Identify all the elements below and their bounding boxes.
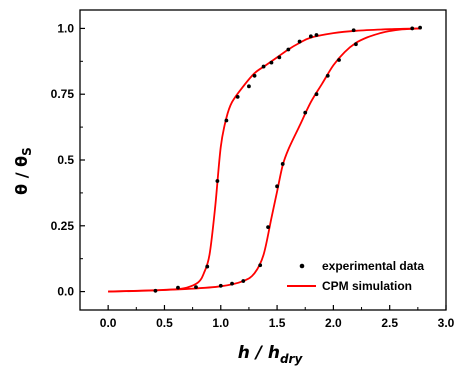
data-point <box>418 25 422 30</box>
data-point <box>351 28 356 33</box>
y-axis-title-denominator: θ <box>12 156 31 167</box>
data-point <box>308 34 313 39</box>
data-point <box>215 179 220 183</box>
legend-marker-experimental <box>299 263 305 269</box>
y-tick-label: 1.0 <box>57 21 74 35</box>
x-tick-label: 1.0 <box>212 316 229 330</box>
data-point <box>218 283 223 288</box>
data-point <box>410 26 415 31</box>
data-point <box>235 94 240 99</box>
x-axis-title-denominator: h <box>268 343 280 363</box>
data-point <box>230 281 234 286</box>
y-tick-label: 0.5 <box>57 153 74 167</box>
data-point <box>205 264 210 269</box>
data-point <box>241 279 246 283</box>
y-tick-label: 0.25 <box>51 219 75 233</box>
x-tick-label: 2.0 <box>325 316 342 330</box>
data-point <box>266 225 270 230</box>
x-axis-title-numerator: h <box>238 343 250 363</box>
data-point <box>261 64 266 69</box>
data-point <box>194 285 198 290</box>
data-point <box>280 162 285 166</box>
x-tick-label: 0.5 <box>156 316 173 330</box>
data-point <box>297 39 302 44</box>
data-point <box>314 33 319 37</box>
x-tick-label: 0.0 <box>100 316 117 330</box>
x-axis-title-subscript: dry <box>280 352 304 366</box>
data-point <box>247 84 251 89</box>
legend: experimental data CPM simulation <box>287 259 424 293</box>
data-point <box>303 110 308 115</box>
x-tick-label: 3.0 <box>438 316 455 330</box>
data-point <box>275 184 279 189</box>
data-point <box>314 92 319 97</box>
data-point <box>354 42 358 47</box>
y-axis-title-separator: / <box>12 167 31 184</box>
data-point <box>269 60 274 65</box>
y-tick-label: 0.75 <box>51 87 75 101</box>
data-point <box>176 285 180 290</box>
y-tick-label: 0.0 <box>57 285 74 299</box>
x-axis-title-separator: / <box>250 343 268 363</box>
data-point <box>224 118 229 123</box>
simulation-curve-left <box>108 27 422 293</box>
data-point <box>337 58 341 62</box>
legend-label-simulation: CPM simulation <box>322 279 412 293</box>
data-point <box>325 73 330 78</box>
data-point <box>153 288 158 293</box>
experimental-points <box>153 25 422 293</box>
y-axis-title-subscript: S <box>20 147 34 156</box>
axis-tick-labels: 0.0 0.5 1.0 1.5 2.0 2.5 3.0 0.0 0.25 0.5 0.75 1.0 <box>51 21 455 330</box>
y-axis-title-numerator: θ <box>12 184 31 195</box>
data-point <box>252 73 257 78</box>
axis-ticks <box>80 27 447 310</box>
x-axis-title: h / hdry <box>238 343 304 366</box>
data-point <box>277 55 282 60</box>
data-point <box>258 263 263 268</box>
x-tick-label: 1.5 <box>269 316 286 330</box>
x-tick-label: 2.5 <box>381 316 398 330</box>
y-axis-title: θ / θS <box>12 147 34 195</box>
legend-label-experimental: experimental data <box>322 259 424 273</box>
data-point <box>286 47 291 52</box>
